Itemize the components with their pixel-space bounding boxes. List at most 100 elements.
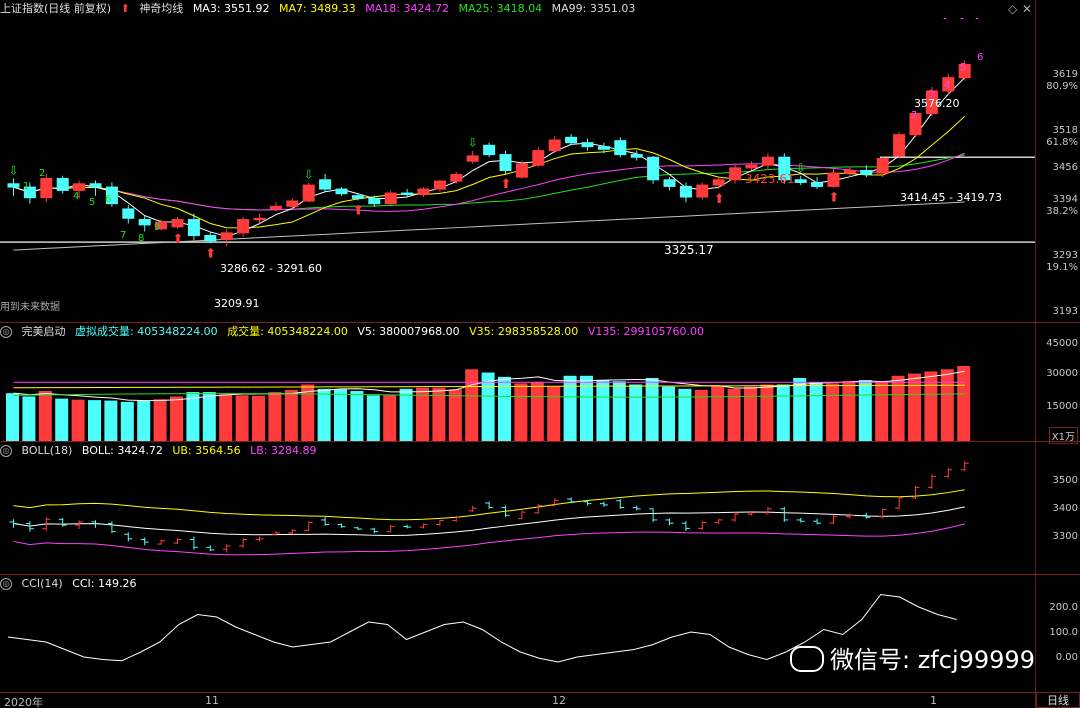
candle [548,139,561,152]
boll-ub-line [13,489,965,521]
axis-label: 80.9% [1046,81,1078,92]
seq-label: 8 [138,233,145,244]
lb-value: LB: 3284.89 [250,444,317,457]
volume-bar [678,388,692,441]
boll-lb-line [13,523,965,556]
settings-icon[interactable]: ◎ [0,445,12,457]
boll-chart[interactable] [0,460,1036,574]
low-mid-label: 3325.17 [664,243,714,257]
seq-label: 7 [120,230,127,241]
candle [860,170,873,175]
high-label: 3576.20 [914,97,960,110]
candle [778,156,791,181]
volume-chart[interactable] [0,341,1036,441]
candle [187,219,200,236]
ma3-value: MA3: 3551.92 [192,2,270,15]
candle [56,177,69,191]
axis-unit: X1万 [1048,427,1078,444]
main-header: 上证指数(日线 前复权) ⬆ 神奇均线 MA3: 3551.92 MA7: 34… [0,0,641,18]
volume-bar [383,394,397,441]
volume-bar [629,384,643,441]
axis-label: 19.1% [1046,262,1078,273]
candle [269,205,282,210]
time-axis [0,692,1036,708]
volume-bar [858,380,872,441]
candle [204,234,217,242]
seq-label: 5 [89,197,96,208]
price-chart[interactable]: ⬆ ⬆ ⬆ ⬆ ⬆ ⬆ ⇩ ⇩ ⇩ ⇩ [0,18,1036,323]
wechat-icon [790,646,824,672]
candle [286,200,299,207]
candle [843,170,856,174]
sell-arrow-icon: ⇩ [468,136,478,150]
indicator-name[interactable]: 神奇均线 [139,2,184,15]
v5-line [13,370,965,402]
volume-bar [202,392,216,441]
volume-bar [498,376,511,441]
candle [237,219,250,234]
volume-bar [694,389,708,441]
axis-label: 61.8% [1046,137,1078,148]
buy-arrow-icon: ⬆ [173,232,184,247]
candle [794,179,807,183]
cci-indicator-name[interactable]: CCI(14) [21,577,63,590]
candle [7,183,20,188]
close-icon[interactable]: ◇ [1008,2,1018,16]
volume-bar [284,389,298,441]
volume-indicator-name[interactable]: 完美启动 [21,325,66,338]
candle [335,188,348,195]
boll-value: BOLL: 3424.72 [81,444,163,457]
seq-label: 9 [154,222,161,233]
candle [532,150,545,166]
period-button[interactable]: 日线 [1036,692,1080,708]
ub-value: UB: 3564.56 [172,444,241,457]
volume-bar [563,375,577,441]
volume-bar [776,384,790,441]
close-icon-2[interactable]: ✕ [1022,2,1033,16]
candle [663,179,676,187]
volume-bar [88,400,101,441]
volume-bar [399,388,413,441]
candle [712,179,725,186]
buy-arrow-icon: ⬆ [829,191,840,206]
ma7-value: MA7: 3489.33 [279,2,356,15]
right-price-axis: 3619 80.9% 3518 61.8% 3456 3394 38.2% 32… [1035,0,1080,708]
axis-label: 0.00 [1055,652,1078,663]
candle [745,164,758,169]
candle [73,183,86,191]
candle [138,219,151,226]
range-left-label: 3286.62 - 3291.60 [220,262,322,275]
volume-bar [170,396,183,441]
volume-bar [645,377,659,441]
candle [630,154,643,158]
panel-divider [0,322,1080,323]
boll-indicator-name[interactable]: BOLL(18) [21,444,73,457]
volume-bar [842,381,856,441]
volume-bar [662,386,675,441]
ma7-line [13,115,966,229]
volume-bar [334,389,347,441]
volume-bar [252,395,265,441]
watermark: 微信号: zfcj99999 [790,640,1035,675]
watermark-text: 微信号: zfcj99999 [830,646,1035,674]
index-title[interactable]: 上证指数(日线 前复权) [0,2,112,15]
settings-icon[interactable]: ◎ [0,326,12,338]
volume-bar [416,387,429,441]
candle [614,140,627,156]
volume-bar [219,394,233,441]
volume-bar [957,366,971,441]
range-right-label: 3414.45 - 3419.73 [900,191,1002,204]
candle [351,195,364,199]
buy-arrow-icon: ⬆ [714,192,725,207]
axis-label: 3400 [1052,503,1078,514]
volume-bar [186,392,200,441]
cci-chart[interactable] [0,592,1036,692]
seq-label: 1 [896,144,903,155]
volume-bar [875,381,889,441]
candle [515,163,528,178]
volume-bar [301,384,315,441]
volume-bar [120,401,134,441]
candle [565,136,578,144]
volume-bar [744,386,757,441]
settings-icon[interactable]: ◎ [0,578,12,590]
